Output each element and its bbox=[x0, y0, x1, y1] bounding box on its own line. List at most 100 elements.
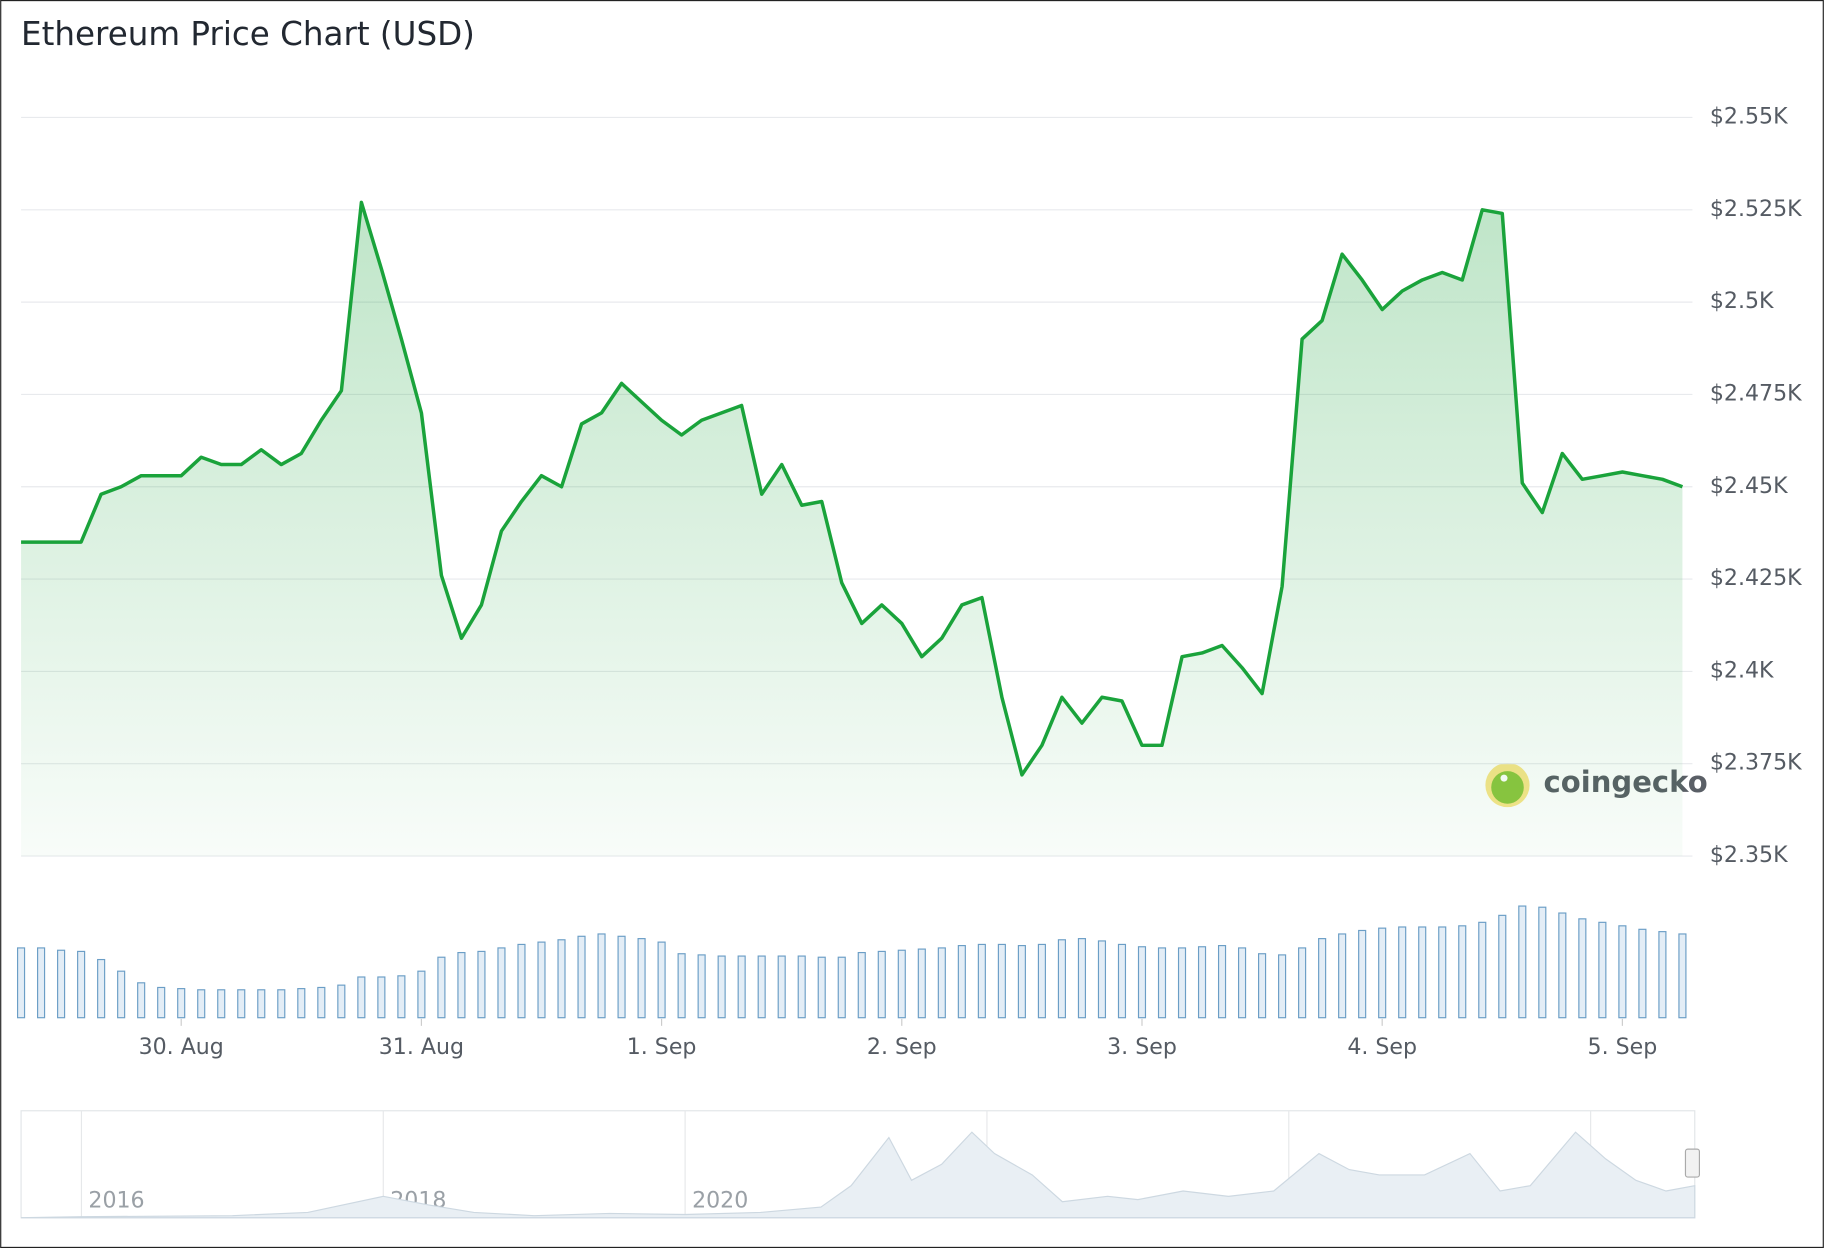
volume-bar bbox=[1117, 943, 1127, 1019]
x-tick-label: 4. Sep bbox=[1347, 1034, 1417, 1060]
volume-bar bbox=[357, 976, 366, 1019]
volume-bar bbox=[937, 947, 946, 1019]
y-tick-label: $2.525K bbox=[1710, 196, 1802, 222]
volume-bar bbox=[1498, 914, 1507, 1019]
volume-bar bbox=[1217, 945, 1227, 1019]
price-line bbox=[21, 200, 1684, 777]
volume-bar bbox=[237, 989, 246, 1019]
volume-bar bbox=[1358, 929, 1367, 1019]
volume-bar bbox=[837, 956, 846, 1019]
volume-bar bbox=[977, 943, 986, 1019]
x-tick-label: 5. Sep bbox=[1588, 1034, 1658, 1060]
volume-bar bbox=[297, 988, 306, 1019]
volume-bar bbox=[77, 950, 86, 1019]
volume-bar bbox=[677, 953, 686, 1019]
volume-bar bbox=[857, 951, 866, 1019]
volume-bar bbox=[477, 950, 486, 1019]
volume-bar bbox=[177, 988, 186, 1019]
y-tick-label: $2.5K bbox=[1710, 288, 1774, 314]
volume-bar bbox=[157, 986, 166, 1019]
y-tick-label: $2.55K bbox=[1710, 103, 1788, 129]
x-tick-label: 1. Sep bbox=[627, 1034, 697, 1060]
volume-bar bbox=[1057, 939, 1066, 1019]
volume-bar bbox=[537, 941, 546, 1019]
volume-bar bbox=[1338, 933, 1347, 1019]
volume-bar bbox=[1077, 938, 1087, 1019]
x-tick-label: 2. Sep bbox=[867, 1034, 937, 1060]
volume-bar bbox=[1278, 954, 1287, 1019]
volume-bar bbox=[1618, 925, 1627, 1019]
volume-bar bbox=[737, 955, 746, 1019]
volume-bar bbox=[1298, 947, 1307, 1019]
volume-bar bbox=[917, 948, 926, 1019]
volume-bar bbox=[797, 955, 806, 1019]
navigator-tick-label: 2016 bbox=[88, 1187, 144, 1213]
volume-bar bbox=[37, 947, 46, 1019]
volume-bar bbox=[1538, 906, 1547, 1019]
volume-bar bbox=[317, 986, 326, 1019]
volume-bar bbox=[1578, 918, 1587, 1019]
navigator-handle bbox=[1684, 1148, 1700, 1178]
navigator-area bbox=[21, 1131, 1696, 1219]
x-tick-label: 31. Aug bbox=[379, 1034, 464, 1060]
volume-bar bbox=[1197, 946, 1207, 1019]
volume-bar bbox=[1598, 921, 1607, 1019]
volume-bar bbox=[1678, 933, 1687, 1019]
volume-bar bbox=[697, 954, 706, 1019]
volume-bar bbox=[617, 935, 626, 1019]
volume-bar bbox=[1398, 926, 1407, 1019]
volume-bar bbox=[597, 933, 606, 1019]
volume-bar bbox=[57, 949, 66, 1019]
volume-bar bbox=[517, 943, 526, 1019]
volume-bar bbox=[417, 970, 426, 1019]
volume-bar bbox=[637, 938, 646, 1019]
volume-bar bbox=[217, 989, 226, 1019]
volume-bar bbox=[1458, 925, 1467, 1019]
y-tick-label: $2.375K bbox=[1710, 750, 1802, 776]
volume-bar bbox=[377, 976, 386, 1019]
volume-bar bbox=[1237, 947, 1247, 1019]
volume-bar bbox=[1438, 926, 1447, 1019]
y-tick-label: $2.4K bbox=[1710, 657, 1774, 683]
price-area bbox=[21, 202, 1683, 857]
volume-bar bbox=[957, 945, 966, 1019]
volume-bar bbox=[117, 970, 126, 1019]
volume-bar bbox=[1017, 945, 1026, 1019]
x-tick-label: 30. Aug bbox=[139, 1034, 224, 1060]
volume-bar bbox=[1097, 940, 1107, 1019]
volume-bar bbox=[757, 955, 766, 1019]
volume-bar bbox=[817, 956, 826, 1019]
volume-bar bbox=[16, 947, 26, 1019]
y-tick-label: $2.475K bbox=[1710, 380, 1802, 406]
volume-bar bbox=[277, 989, 286, 1019]
y-tick-label: $2.35K bbox=[1710, 842, 1788, 868]
volume-bar bbox=[437, 956, 446, 1019]
volume-bar bbox=[97, 958, 106, 1019]
volume-bar bbox=[1258, 953, 1267, 1019]
volume-bar bbox=[457, 951, 466, 1019]
volume-bar bbox=[577, 935, 586, 1019]
volume-bar bbox=[1378, 927, 1387, 1019]
volume-bar bbox=[1137, 946, 1147, 1019]
volume-bar bbox=[1518, 905, 1527, 1019]
chart-title: Ethereum Price Chart (USD) bbox=[21, 15, 475, 53]
volume-bar bbox=[1318, 938, 1327, 1019]
volume-bar bbox=[877, 950, 886, 1019]
volume-bar bbox=[137, 982, 146, 1019]
volume-bar bbox=[1418, 926, 1427, 1019]
volume-bar bbox=[657, 941, 666, 1019]
volume-bar bbox=[557, 939, 566, 1019]
volume-bar bbox=[337, 984, 346, 1019]
x-tick-label: 3. Sep bbox=[1107, 1034, 1177, 1060]
volume-bar bbox=[1658, 931, 1667, 1019]
volume-bar bbox=[397, 975, 406, 1019]
volume-bar bbox=[1037, 943, 1046, 1019]
volume-bar bbox=[1638, 928, 1647, 1019]
volume-bar bbox=[197, 989, 206, 1019]
volume-bar bbox=[1177, 947, 1187, 1019]
volume-bar bbox=[497, 947, 506, 1019]
volume-bar bbox=[897, 949, 906, 1019]
navigator-tick-label: 2020 bbox=[692, 1187, 748, 1213]
volume-bar bbox=[997, 943, 1006, 1019]
